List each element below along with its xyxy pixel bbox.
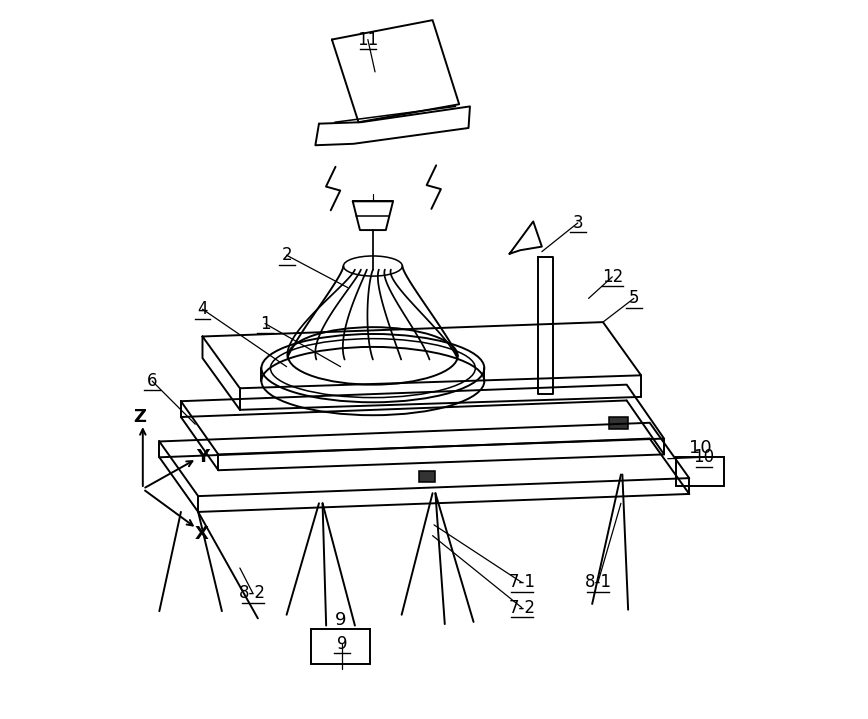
- Text: 7-1: 7-1: [509, 573, 536, 592]
- Text: 10: 10: [688, 439, 712, 457]
- Text: 12: 12: [602, 267, 623, 286]
- Text: X: X: [194, 525, 208, 544]
- Text: 9: 9: [335, 610, 346, 629]
- Text: 6: 6: [147, 372, 157, 390]
- Text: 2: 2: [281, 246, 292, 265]
- Text: 7-2: 7-2: [509, 598, 536, 617]
- Text: 10: 10: [693, 448, 714, 467]
- Text: 8-2: 8-2: [240, 584, 266, 603]
- Text: Y: Y: [196, 447, 209, 466]
- Text: 1: 1: [260, 314, 270, 333]
- Text: 4: 4: [197, 300, 207, 319]
- Text: 9: 9: [337, 634, 347, 653]
- Text: Z: Z: [133, 408, 146, 426]
- FancyBboxPatch shape: [419, 471, 435, 482]
- Text: 3: 3: [573, 214, 583, 232]
- FancyBboxPatch shape: [609, 417, 628, 429]
- FancyBboxPatch shape: [675, 457, 725, 486]
- Text: 11: 11: [358, 30, 378, 49]
- FancyBboxPatch shape: [312, 629, 370, 664]
- Text: 5: 5: [628, 289, 639, 308]
- Text: 8-1: 8-1: [584, 573, 611, 592]
